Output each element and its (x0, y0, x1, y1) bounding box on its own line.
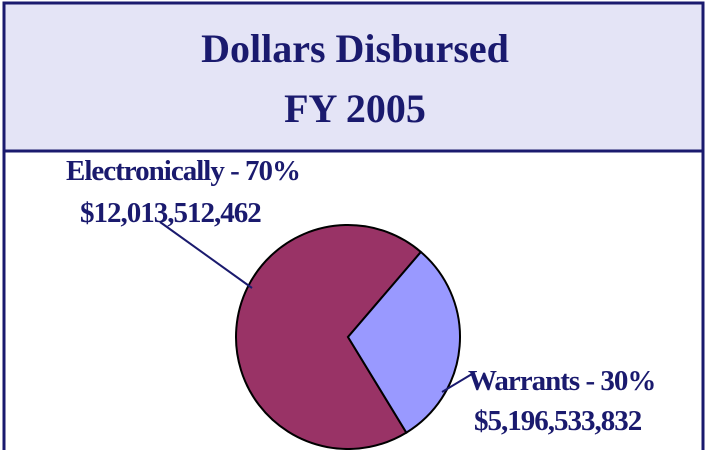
leader-line (159, 221, 253, 289)
pie-slice (235, 224, 423, 450)
slice-amount: $12,013,512,462 (80, 197, 261, 229)
chart-title: Dollars Disbursed (201, 26, 509, 71)
slice-amount: $5,196,533,832 (474, 405, 642, 437)
pie-slice (346, 250, 461, 434)
chart-title: FY 2005 (284, 86, 426, 131)
slice-label: Electronically - 70% (66, 155, 300, 187)
pie (235, 224, 461, 450)
title-box (4, 3, 703, 151)
leader-line (441, 373, 473, 393)
slice-label: Warrants - 30% (468, 365, 655, 397)
